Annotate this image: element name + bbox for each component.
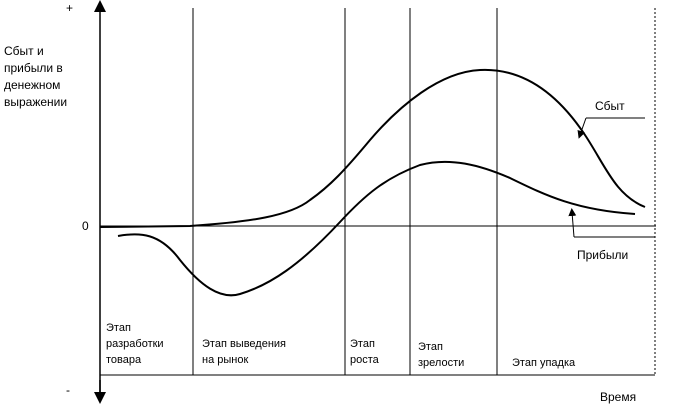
stage-label: Этап [106, 322, 131, 334]
y-label: Сбыт и [4, 44, 44, 58]
x-label: Время [600, 390, 636, 404]
stage-label: на рынок [202, 354, 248, 366]
zero-label: 0 [82, 219, 89, 233]
stage-label: Этап [418, 341, 443, 353]
stage-label: разработки [106, 338, 164, 350]
stage-label: Этап выведения [202, 338, 286, 350]
y-label: денежном [4, 78, 60, 92]
minus-sign: - [66, 383, 70, 397]
plus-sign: + [66, 1, 73, 15]
sales-curve [99, 68, 646, 228]
profit-curve [117, 160, 636, 297]
callout-arrow [568, 208, 577, 238]
callout-arrow [577, 117, 587, 139]
stage-label: Этап [350, 338, 375, 350]
stage-label: товара [106, 354, 142, 366]
y-label: выражении [4, 95, 67, 109]
sales-label: Сбыт [595, 99, 625, 113]
stage-label: роста [350, 354, 380, 366]
stage-label: Этап упадка [512, 357, 576, 369]
profit-label: Прибыли [577, 248, 628, 262]
stage-label: зрелости [418, 357, 464, 369]
y-label: прибыли в [4, 61, 63, 75]
